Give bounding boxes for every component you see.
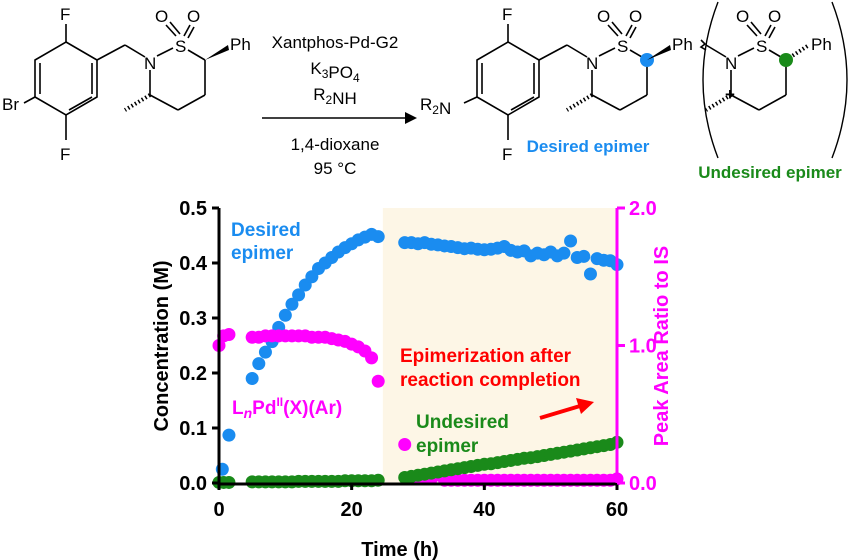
atom-label: O [187,7,200,26]
y2-tick-label: 0.0 [629,473,657,495]
atom-label: Ph [811,35,832,54]
atom-label: F [502,145,512,164]
reagent-label: R2NH [313,85,357,108]
red-arrow [539,404,581,420]
data-point [222,328,236,341]
y-axis-label: Concentration (M) [151,260,173,431]
atom-label: Ph [672,35,693,54]
data-point [371,230,385,244]
data-point [252,357,266,371]
atom-label: F [60,5,70,24]
atom-label: O [736,7,749,26]
atom-label: F [60,145,70,164]
data-point [278,308,292,322]
y-tick-label: 0.2 [179,363,207,385]
atom-label: R2N [420,95,451,118]
x-tick-label: 60 [606,499,628,521]
reaction-arrow-head [405,112,417,124]
close-parenthesis [831,1,848,159]
pd-annotation: LnPdII(X)(Ar) [232,395,342,421]
y-tick-label: 0.1 [179,418,207,440]
reactant-bonds [23,21,405,140]
series-desired-epimer [215,227,624,476]
y2-axis-label: Peak Area Ratio to IS [651,246,673,446]
plus-sign: + [725,85,735,104]
atom-label: O [768,7,781,26]
wedge-bond [205,45,229,60]
data-point [245,372,259,385]
data-point [222,475,236,489]
y-tick-label: 0.0 [179,473,207,495]
atom-label: N [586,54,598,73]
data-point [583,267,597,281]
product-structure: F F R2N N S O O Ph [420,5,693,164]
y2-tick-label: 2.0 [629,198,657,220]
undesired-annotation: Undesired [416,412,509,433]
atom-label: Ph [230,35,251,54]
atom-label: S [175,37,186,56]
data-point [564,234,578,248]
data-point [557,246,571,260]
open-parenthesis [702,1,719,159]
condition-label: 1,4-dioxane [291,135,380,154]
y-tick-label: 0.4 [179,253,208,275]
x-tick-label: 40 [473,499,495,521]
y-tick-label: 0.3 [179,308,207,330]
red-arrow-head [576,398,594,414]
y2-tick-label: 1.0 [629,336,657,358]
x-tick-label: 20 [341,499,363,521]
atom-label: S [617,37,628,56]
desired-epimer-label: Desired epimer [527,137,650,156]
atom-label: O [155,7,168,26]
data-point [292,288,306,302]
condition-label: 95 °C [314,159,357,178]
undesired-structure: + N S O O Ph [699,7,832,112]
y-tick-label: 0.5 [179,198,207,220]
data-point [285,297,299,311]
data-point [258,345,272,359]
atom-label: N [725,54,737,73]
data-point [577,249,591,263]
atom-label: Br [2,95,19,114]
desired-annotation: epimer [231,243,294,264]
atom-label: O [629,7,642,26]
undesired-epimer-label: Undesired epimer [698,163,842,182]
epimerization-annotation: reaction completion [400,370,581,391]
undesired-stereocenter-dot [779,53,793,67]
x-tick-label: 0 [213,499,224,521]
data-point [371,374,385,388]
undesired-annotation: epimer [416,436,479,457]
desired-annotation: Desired [231,220,301,241]
atom-label: S [756,37,767,56]
atom-label: O [597,7,610,26]
epimerization-annotation: Epimerization after [400,346,572,367]
atom-label: F [502,5,512,24]
data-point [365,351,379,365]
data-point [398,438,412,451]
atom-label: N [144,54,156,73]
data-point [222,428,236,442]
axis-ticks: 0 20 40 600.00.10.20.30.40.50.01.02.0 [179,198,657,521]
reagent-label: Xantphos-Pd-G2 [272,33,399,52]
x-axis-label: Time (h) [361,539,438,560]
